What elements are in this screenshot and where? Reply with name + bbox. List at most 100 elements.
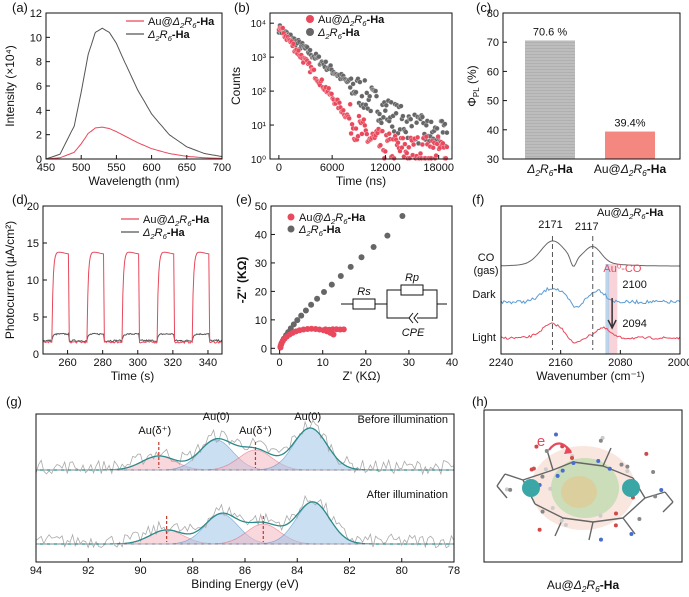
data-point-1 [399, 213, 406, 219]
atom [653, 494, 658, 499]
data-point-1 [316, 54, 322, 60]
data-point-0 [443, 155, 449, 161]
peak-label: Au(δ⁺) [239, 425, 272, 437]
data-point-0 [346, 115, 352, 121]
x-tick-label: 18000 [423, 162, 454, 174]
series-label: (gas) [473, 265, 498, 277]
fitted-envelope [36, 501, 454, 545]
data-point-1 [419, 114, 425, 120]
series-line-0 [45, 126, 223, 160]
data-point-1 [298, 312, 305, 319]
x-tick-label: 0 [276, 162, 282, 174]
atom [543, 467, 548, 472]
bond [522, 469, 554, 481]
raw-spectrum [35, 419, 455, 476]
x-tick-label: 300 [129, 357, 147, 369]
atom [598, 438, 603, 443]
bond [562, 517, 594, 523]
data-point-0 [290, 41, 297, 47]
plot-frame [45, 12, 223, 160]
x-tick-label: 86 [239, 565, 251, 577]
panel-tag-d: (d) [12, 192, 28, 207]
data-point-0 [415, 134, 421, 140]
series-line-1 [45, 27, 223, 160]
x-tick-label: 550 [107, 162, 125, 174]
series-line-2 [500, 322, 681, 344]
y-tick-label: 10² [252, 87, 267, 98]
atom [651, 470, 656, 475]
plot-frame [500, 205, 681, 355]
data-point-1 [383, 102, 389, 108]
panel-h: (h) e Au@Δ2R6-Ha [472, 394, 683, 594]
legend-marker [306, 15, 314, 23]
x-tick-label: 82 [343, 565, 355, 577]
plot-frame [270, 205, 453, 355]
bond [534, 503, 564, 519]
atom [508, 487, 513, 492]
x-category-label: Au@Δ2R6-Ha [594, 162, 667, 178]
data-point-1 [403, 129, 409, 135]
data-point-0 [419, 141, 425, 148]
data-point-1 [290, 321, 297, 328]
legend-marker [287, 225, 295, 233]
x-axis-label: Wavenumber (cm⁻¹) [536, 369, 645, 383]
series-line-1 [500, 286, 681, 308]
atom [625, 464, 630, 469]
x-tick-label: 450 [37, 162, 55, 174]
circuit-cpe-label: CPE [402, 327, 425, 339]
atom [625, 469, 630, 474]
data-point-1 [357, 79, 363, 85]
data-point-0 [348, 130, 354, 137]
series-label: Light [472, 332, 496, 344]
x-tick-label: 2080 [608, 357, 632, 369]
legend-label: Δ2R6-Ha [298, 224, 342, 238]
y-tick-label: 40 [487, 125, 499, 137]
bond [592, 517, 624, 523]
data-point-0 [433, 153, 439, 159]
atom [600, 435, 605, 440]
data-point-1 [294, 317, 301, 324]
y-tick-label: 50 [255, 201, 267, 213]
data-point-0 [362, 122, 368, 128]
data-point-1 [434, 125, 440, 131]
data-point-0 [353, 126, 359, 132]
y-tick-label: 50 [487, 96, 499, 108]
data-point-0 [404, 150, 410, 156]
y-tick-label: 15 [27, 238, 39, 250]
y-tick-label: 6 [36, 81, 42, 93]
y-tick-label: 0 [33, 349, 39, 361]
y-tick-label: 0 [36, 154, 42, 166]
data-point-1 [408, 116, 414, 122]
data-point-0 [379, 128, 385, 134]
data-point-0 [330, 331, 337, 338]
atom [629, 532, 634, 537]
data-point-0 [359, 131, 365, 137]
data-point-0 [423, 134, 429, 140]
atom [613, 523, 618, 528]
peak-label: Au(0) [294, 411, 321, 423]
atom [637, 516, 642, 521]
data-point-1 [382, 108, 388, 114]
panel-d: 260 280 300 320 340 0 5 10 15 20 Time (s) Photocurr… [3, 192, 223, 383]
atom [598, 513, 603, 518]
data-point-1 [307, 47, 313, 53]
data-point-1 [302, 307, 309, 314]
legend-label: Au@Δ2R6-Ha [143, 214, 210, 228]
panel-c: 70.6 % Δ2R6-Ha 39.4% Au@Δ2R6-Ha 30 40 50 60 70 80… [465, 0, 681, 178]
circuit-rp [400, 284, 424, 296]
legend-label: Au@Δ2R6-Ha [299, 212, 366, 226]
atom [619, 462, 624, 467]
y-tick-label: 20 [27, 201, 39, 213]
data-point-0 [406, 144, 412, 150]
bond [552, 461, 574, 471]
data-point-0 [355, 133, 361, 139]
data-point-1 [353, 89, 359, 95]
panel-tag-c: (c) [476, 0, 491, 15]
y-tick-label: 40 [255, 229, 267, 241]
data-point-0 [326, 85, 332, 91]
data-point-0 [361, 117, 367, 123]
panel-tag-g: (g) [6, 394, 22, 409]
x-tick-label: 90 [134, 565, 146, 577]
y-tick-label: 10 [27, 275, 39, 287]
y-tick-label: 12 [30, 8, 42, 20]
